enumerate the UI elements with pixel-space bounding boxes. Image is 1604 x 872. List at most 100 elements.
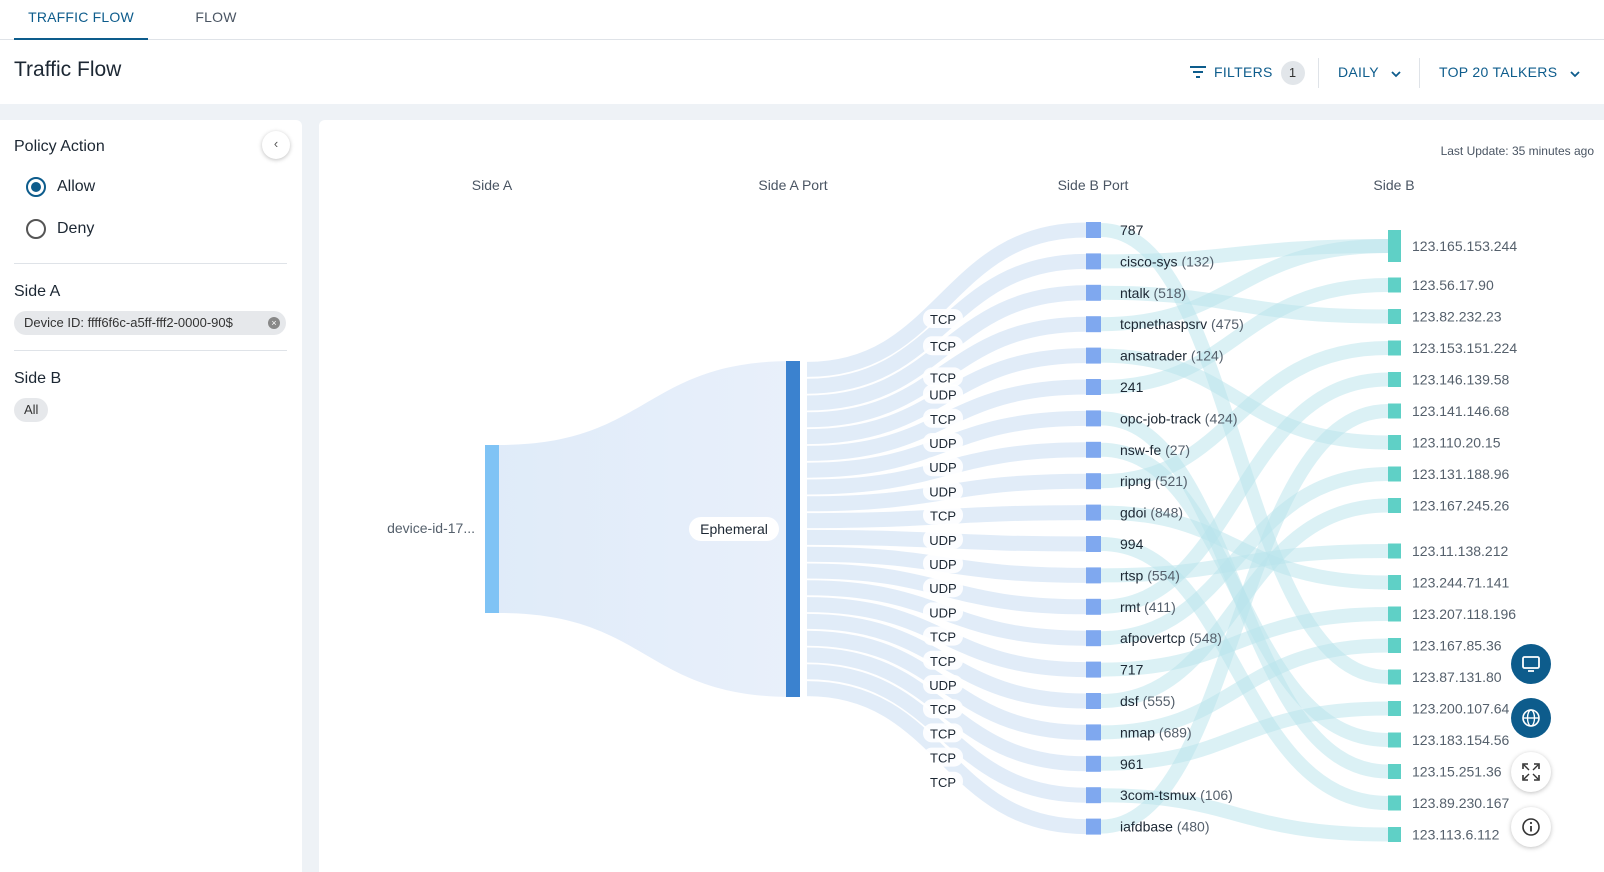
flow-port-to-host [1100, 638, 1389, 740]
radio-deny-indicator[interactable] [26, 219, 46, 239]
side-b-port-node [1086, 410, 1101, 427]
flow-port-to-host [1100, 285, 1389, 324]
flow-port-to-host [1100, 341, 1389, 489]
radio-deny-label: Deny [57, 220, 95, 237]
monitor-icon [1522, 656, 1540, 672]
protocol-label: TCP [930, 370, 956, 385]
flow-port-to-host [1100, 372, 1389, 614]
side-b-port-node [1086, 284, 1101, 301]
side-b-host-node [1388, 701, 1401, 716]
side-b-port-node [1086, 598, 1101, 615]
flow-port-to-host [1100, 788, 1389, 842]
protocol-label-bg [923, 723, 963, 743]
side-b-port-label: nmap (689) [1120, 724, 1192, 740]
protocol-label: UDP [929, 678, 956, 693]
protocol-label-bg [923, 554, 963, 573]
protocol-label-bg [923, 602, 963, 622]
side-b-port-node [1086, 222, 1101, 238]
tab-traffic-flow[interactable]: TRAFFIC FLOW [14, 0, 148, 40]
side-b-port-node [1086, 536, 1101, 552]
protocol-label-bg [923, 771, 963, 791]
monitor-button[interactable] [1511, 644, 1551, 684]
flow-ephemeral-to-port [806, 222, 1087, 377]
side-b-host-node [1388, 372, 1401, 387]
chevron-left-icon: ‹ [273, 136, 279, 151]
daily-dropdown[interactable]: DAILY [1338, 60, 1401, 84]
globe-button[interactable] [1511, 698, 1551, 738]
protocol-label: TCP [930, 509, 956, 524]
side-b-host-label: 123.153.151.224 [1412, 340, 1517, 356]
side-b-port-label: 241 [1120, 379, 1144, 395]
side-b-host-label: 123.89.230.167 [1412, 795, 1510, 811]
expand-button[interactable] [1511, 752, 1551, 792]
column-header-side-b: Side B [1373, 177, 1415, 193]
side-b-host-node [1388, 543, 1401, 559]
flow-port-to-host [1100, 404, 1389, 834]
protocol-label: TCP [930, 702, 956, 717]
side-b-host-label: 123.207.118.196 [1412, 606, 1516, 622]
info-button[interactable] [1511, 807, 1551, 847]
protocol-label-bg [923, 650, 963, 670]
side-b-host-label: 123.87.131.80 [1412, 669, 1502, 685]
expand-icon [1522, 763, 1540, 781]
protocol-label: UDP [929, 388, 956, 403]
side-b-port-label: 3com-tsmux (106) [1120, 787, 1233, 803]
protocol-label-bg [923, 626, 963, 646]
protocol-label: TCP [930, 751, 956, 766]
filters-label: FILTERS [1214, 64, 1273, 80]
flow-port-to-host [1100, 607, 1389, 677]
side-a-device-chip[interactable]: Device ID: ffff6f6c-a5ff-fff2-0000-90$ × [14, 311, 286, 335]
tab-flow-records[interactable]: FLOW RECORDS [180, 9, 251, 59]
side-b-port-node [1086, 473, 1101, 490]
side-b-host-label: 123.146.139.58 [1412, 372, 1510, 388]
flow-port-to-host [1100, 467, 1389, 646]
column-header-side-a-port: Side A Port [758, 177, 828, 193]
side-b-host-label: 123.131.188.96 [1412, 466, 1510, 482]
side-b-port-node [1086, 253, 1101, 270]
radio-allow-indicator[interactable] [26, 177, 46, 197]
protocol-label-bg [923, 529, 963, 549]
flow-port-to-host [1100, 278, 1389, 394]
filters-button[interactable]: FILTERS 1 [1190, 60, 1305, 85]
header-divider [1318, 58, 1319, 88]
side-b-port-label: 961 [1120, 756, 1144, 772]
side-b-port-label: tcpnethaspsrv (475) [1120, 316, 1244, 332]
side-b-port-node [1086, 755, 1101, 772]
policy-action-title: Policy Action [14, 138, 105, 155]
protocol-label: TCP [930, 726, 956, 741]
side-b-port-label: dsf (555) [1120, 693, 1175, 709]
side-b-host-node [1388, 638, 1401, 653]
column-header-side-a: Side A [471, 177, 513, 193]
top-talkers-label: TOP 20 TALKERS [1439, 64, 1558, 80]
top-talkers-dropdown[interactable]: TOP 20 TALKERS [1439, 60, 1580, 84]
side-b-port-label: nsw-fe (27) [1120, 442, 1190, 458]
protocol-label-bg [923, 747, 963, 767]
side-b-host-node [1388, 795, 1401, 811]
side-b-port-label: rtsp (554) [1120, 567, 1180, 583]
sankey-panel: Last Update: 35 minutes ago Side A Side … [319, 120, 1604, 872]
side-b-port-label: ntalk (518) [1120, 285, 1186, 301]
protocol-label: UDP [929, 436, 956, 451]
side-b-port-node [1086, 630, 1101, 647]
side-b-all-chip[interactable]: All [14, 398, 49, 422]
daily-label: DAILY [1338, 64, 1379, 80]
filter-sidebar: Policy Action ‹ Allow Deny Side A Device… [0, 120, 302, 872]
filters-count-badge: 1 [1280, 61, 1305, 85]
side-b-host-node [1388, 606, 1401, 622]
side-b-host-node [1388, 498, 1401, 513]
side-b-port-node [1086, 504, 1101, 521]
protocol-label: UDP [929, 581, 956, 596]
side-b-port-label: 994 [1120, 536, 1144, 552]
side-b-host-node [1388, 575, 1401, 590]
side-b-port-node [1086, 347, 1101, 364]
protocol-label-bg [923, 699, 963, 719]
remove-chip-icon[interactable]: × [268, 317, 280, 329]
side-b-port-label: ripng (521) [1120, 473, 1188, 489]
side-b-host-node [1388, 466, 1401, 482]
side-b-host-node [1388, 669, 1401, 685]
sankey-chart: device-id-17... Ephemeral TCP TCP TCP UDP TCP U… [387, 222, 1517, 843]
ephemeral-label: Ephemeral [700, 521, 768, 537]
column-header-side-b-port: Side B Port [1057, 177, 1129, 193]
filter-icon [1190, 61, 1206, 85]
collapse-sidebar-button[interactable]: ‹ [262, 131, 290, 159]
